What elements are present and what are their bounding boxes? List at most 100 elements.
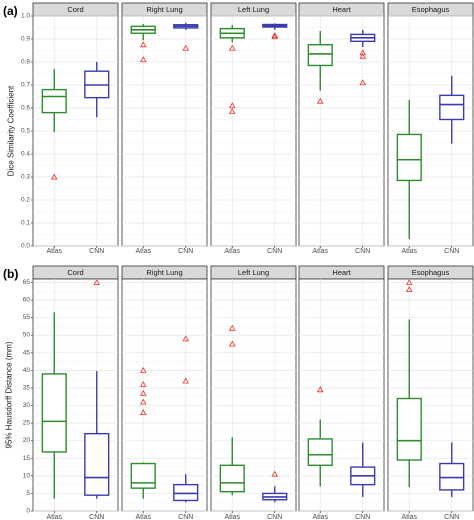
iqr-box: [439, 462, 465, 491]
iqr-box: [84, 432, 110, 496]
x-tick-label: CNN: [444, 248, 459, 255]
outlier-marker: [50, 173, 58, 180]
panel-cord: Cord Atlas CNN: [32, 2, 119, 255]
y-tick-label: 0.1: [21, 220, 30, 227]
box-atlas: [130, 24, 156, 63]
outlier-marker: [182, 377, 190, 384]
outlier-marker: [316, 97, 324, 104]
iqr-box: [307, 438, 333, 467]
y-tick-label: 40: [23, 367, 31, 374]
outlier-marker: [271, 32, 279, 39]
y-tick-label: 20: [23, 437, 31, 444]
outlier-marker: [139, 389, 147, 396]
chart-1: (a) Dice Similarity Coefficient 0.0 0.1 0.2 0…: [3, 2, 474, 255]
x-tick-label: CNN: [178, 248, 193, 255]
y-tick-label: 1.0: [21, 13, 30, 20]
x-tick-label: CNN: [178, 514, 193, 520]
box-cnn: [262, 23, 288, 40]
box-cnn: [350, 442, 376, 497]
x-tick-label: Atlas: [401, 248, 417, 255]
box-atlas: [41, 312, 67, 499]
box-cnn: [84, 279, 110, 499]
x-tick-label: Atlas: [46, 248, 62, 255]
x-tick-label: Atlas: [46, 514, 62, 520]
outlier-marker: [405, 279, 413, 285]
iqr-box: [130, 462, 156, 489]
iqr-box: [41, 373, 67, 453]
facet-label: Left Lung: [238, 5, 269, 14]
outlier-marker: [182, 44, 190, 51]
facet-label: Cord: [67, 268, 83, 277]
outlier-marker: [182, 335, 190, 342]
outlier-marker: [139, 56, 147, 63]
outlier-marker: [139, 381, 147, 387]
y-tick-label: 50: [23, 332, 31, 339]
x-tick-label: CNN: [267, 248, 282, 255]
figure-tag: (b): [3, 267, 18, 281]
outlier-marker: [139, 409, 147, 416]
x-tick-label: Atlas: [224, 248, 240, 255]
y-tick-label: 0.3: [21, 174, 30, 181]
outlier-marker: [139, 398, 147, 405]
x-tick-label: Atlas: [312, 248, 328, 255]
outlier-marker: [271, 470, 279, 477]
x-tick-label: CNN: [355, 248, 370, 255]
facet-label: Right Lung: [146, 5, 182, 14]
y-tick-label: 65: [23, 279, 31, 286]
outlier-marker: [359, 52, 367, 59]
outlier-marker: [359, 79, 367, 86]
facet-label: Right Lung: [146, 268, 182, 277]
box-cnn: [350, 29, 376, 86]
x-tick-label: Atlas: [312, 514, 328, 520]
y-tick-label: 60: [23, 297, 31, 304]
box-atlas: [307, 30, 333, 104]
y-axis-label: Dice Similarity Coefficient: [7, 85, 16, 176]
x-tick-label: CNN: [444, 514, 459, 520]
y-tick-label: 0.8: [21, 59, 30, 66]
outlier-marker: [139, 366, 147, 373]
facet-label: Heart: [332, 268, 351, 277]
y-tick-label: 0: [26, 508, 30, 515]
facet-label: Cord: [67, 5, 83, 14]
y-tick-label: 15: [23, 455, 31, 462]
y-axis-label: 95% Hausdorff Distance (mm): [5, 341, 14, 448]
y-tick-label: 10: [23, 472, 31, 479]
outlier-marker: [405, 286, 413, 293]
box-atlas: [41, 68, 67, 180]
y-tick-label: 5: [26, 490, 30, 497]
facet-label: Esophagus: [412, 268, 450, 277]
panel-right-lung: Right Lung Atlas CNN: [121, 2, 208, 255]
y-tick-label: 45: [23, 349, 31, 356]
y-tick-label: 30: [23, 402, 31, 409]
box-atlas: [396, 279, 422, 488]
iqr-box: [219, 464, 245, 493]
outlier-marker: [228, 108, 236, 114]
iqr-box: [173, 483, 199, 502]
y-tick-label: 0.2: [21, 197, 30, 204]
box-atlas: [396, 99, 422, 240]
y-tick-label: 0.4: [21, 151, 30, 158]
box-atlas: [307, 386, 333, 487]
iqr-box: [396, 133, 422, 182]
x-tick-label: Atlas: [224, 514, 240, 520]
panel-cord: Cord Atlas CNN: [32, 265, 119, 520]
outlier-marker: [271, 33, 279, 40]
facet-label: Heart: [332, 5, 351, 14]
y-tick-label: 0.0: [21, 243, 30, 250]
box-cnn: [84, 62, 110, 118]
outlier-marker: [228, 324, 236, 331]
x-tick-label: CNN: [355, 514, 370, 520]
panel-heart: Heart Atlas CNN: [298, 265, 385, 520]
outlier-marker: [139, 41, 147, 48]
iqr-box: [439, 94, 465, 121]
outlier-marker: [359, 49, 367, 56]
box-atlas: [130, 366, 156, 499]
iqr-box: [41, 88, 67, 114]
facet-label: Esophagus: [412, 5, 450, 14]
outlier-marker: [93, 279, 101, 285]
outlier-marker: [228, 340, 236, 347]
panel-esophagus: Esophagus Atlas CNN: [387, 265, 474, 520]
box-cnn: [173, 22, 199, 51]
panel-left-lung: Left Lung Atlas CNN: [210, 2, 297, 255]
